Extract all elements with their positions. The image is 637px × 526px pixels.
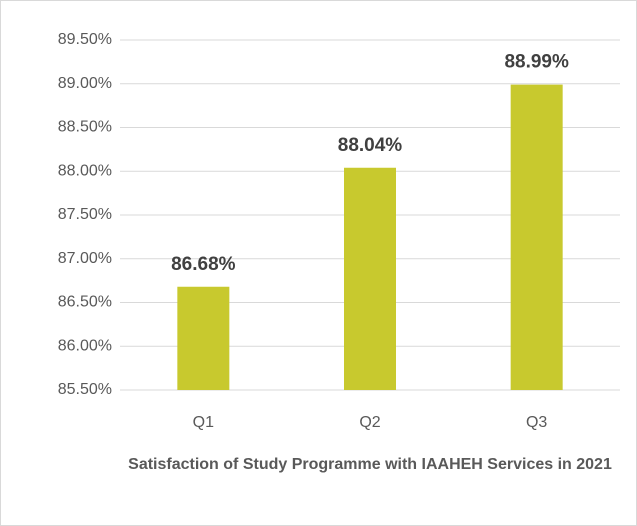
y-tick-label: 89.50%	[58, 31, 112, 48]
value-label: 88.99%	[504, 52, 569, 73]
bar	[177, 286, 230, 390]
x-tick-label: Q1	[193, 414, 214, 431]
y-tick-label: 86.50%	[58, 294, 112, 311]
y-tick-label: 88.00%	[58, 162, 112, 179]
y-tick-label: 85.50%	[58, 381, 112, 398]
bar	[344, 167, 396, 390]
y-tick-label: 87.00%	[58, 250, 112, 267]
value-label: 86.68%	[171, 254, 236, 275]
bar	[510, 84, 563, 390]
y-tick-label: 88.50%	[58, 119, 112, 136]
x-tick-label: Q2	[359, 414, 380, 431]
chart-title: Satisfaction of Study Programme with IAA…	[128, 456, 612, 473]
value-label: 88.04%	[338, 135, 403, 156]
y-tick-label: 87.50%	[58, 206, 112, 223]
y-tick-label: 89.00%	[58, 75, 112, 92]
y-tick-label: 86.00%	[58, 337, 112, 354]
x-tick-label: Q3	[526, 414, 547, 431]
